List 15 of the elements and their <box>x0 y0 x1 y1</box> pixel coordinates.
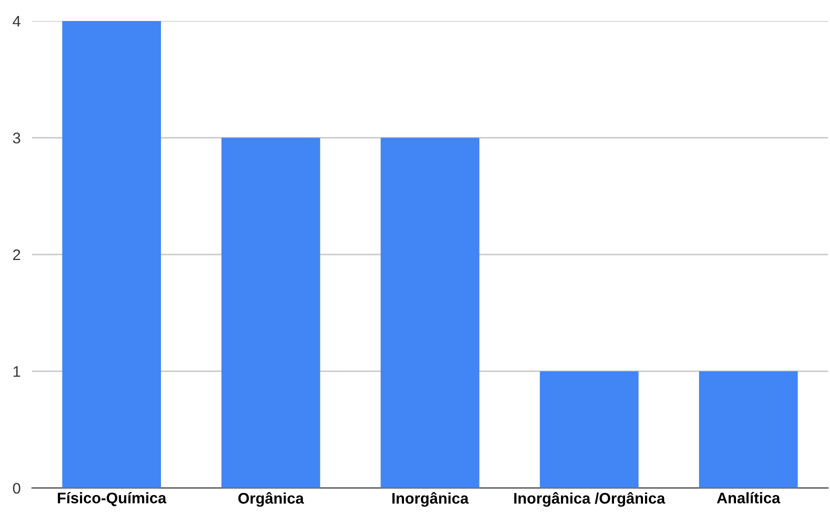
bar <box>62 21 161 488</box>
x-tick-label: Analítica <box>716 492 780 504</box>
y-tick-label: 4 <box>12 16 20 27</box>
x-tick-label: Inorgânica <box>392 492 469 507</box>
y-tick-label: 3 <box>12 132 20 144</box>
y-tick-label: 2 <box>13 249 20 260</box>
bar <box>699 371 798 488</box>
bar <box>380 138 480 488</box>
x-tick-label: Inorgânica /Orgânica <box>514 492 666 507</box>
x-tick-label: Orgânica <box>238 492 304 507</box>
y-tick-label: 0 <box>12 482 20 494</box>
y-tick-label: 1 <box>14 366 20 377</box>
bar <box>221 138 320 488</box>
x-tick-label: Físico-Química <box>58 492 166 506</box>
bar <box>540 371 639 488</box>
